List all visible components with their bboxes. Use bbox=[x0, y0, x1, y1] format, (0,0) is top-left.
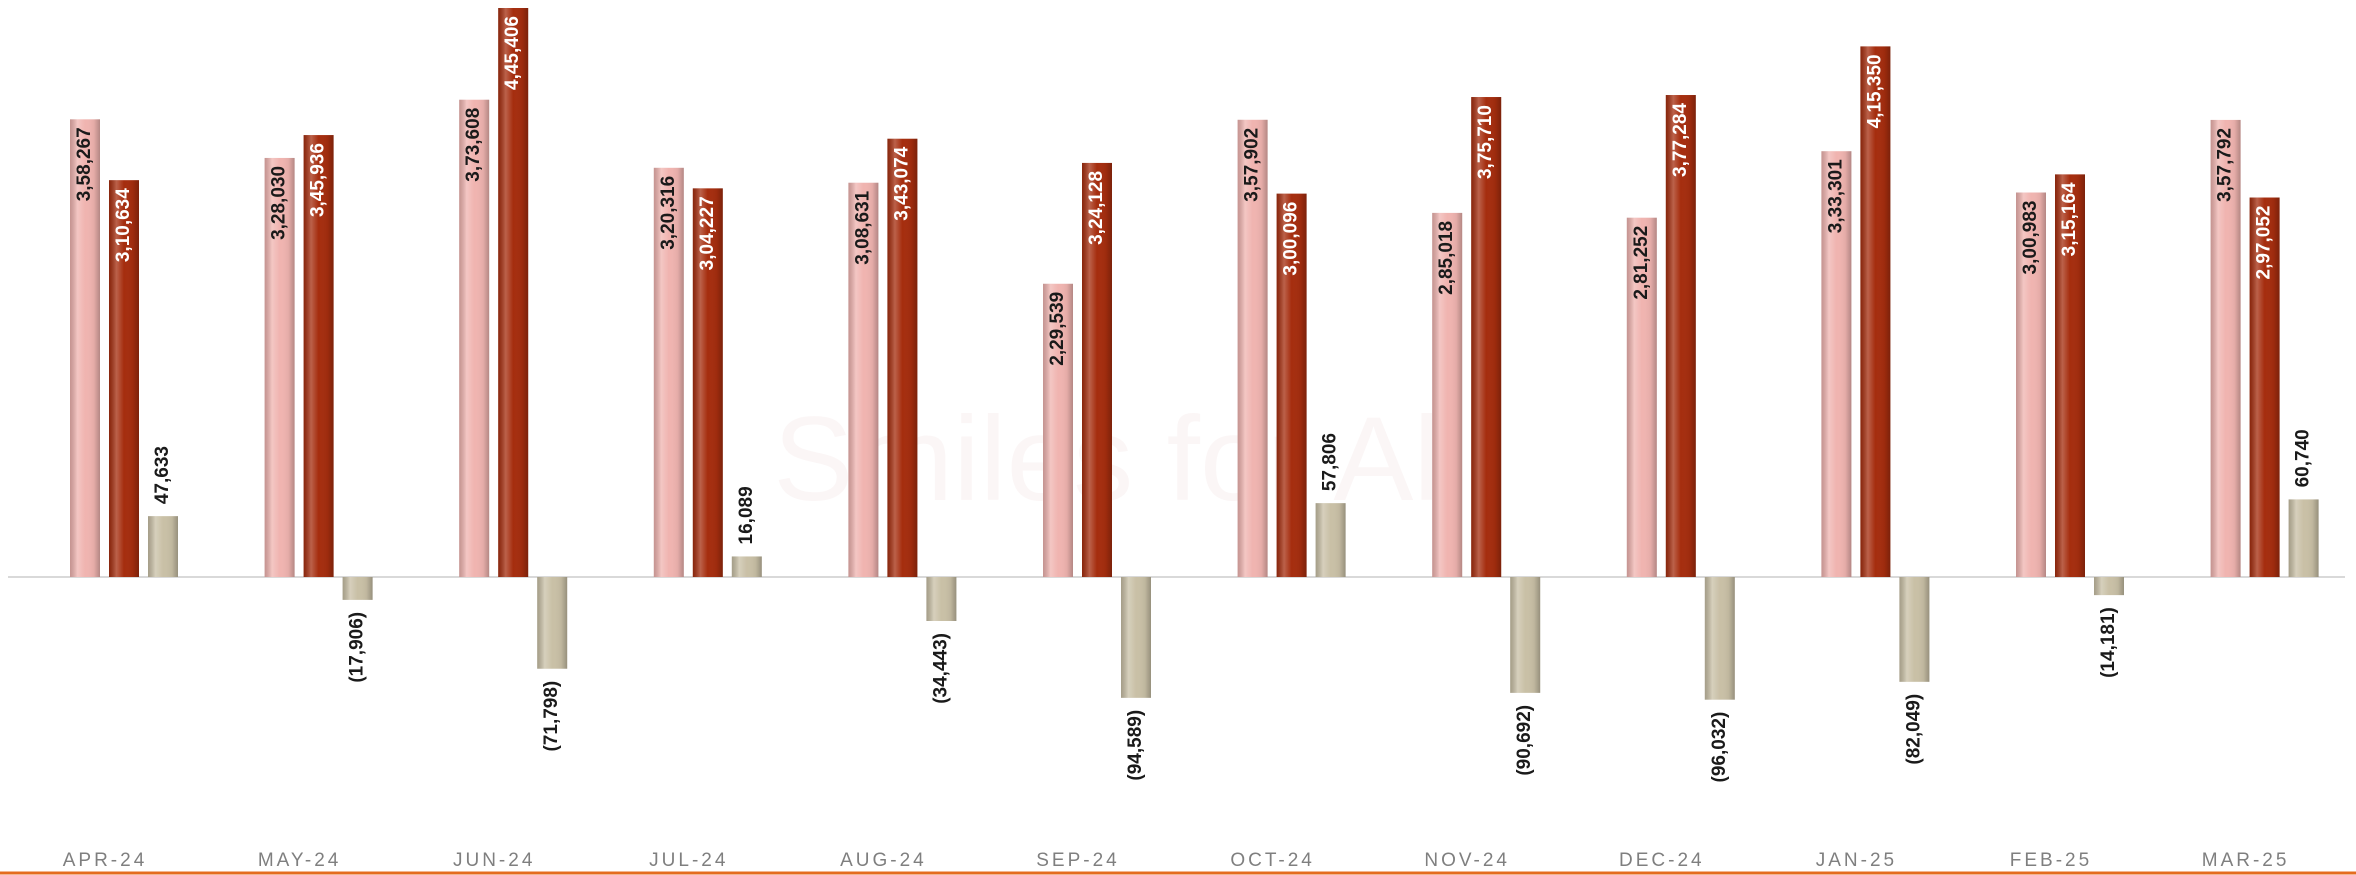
data-label: (94,589) bbox=[1125, 710, 1146, 781]
bar-shade bbox=[148, 516, 178, 577]
bar-shade bbox=[2288, 499, 2319, 577]
data-label: 3,04,227 bbox=[697, 196, 718, 270]
bar-shade bbox=[498, 8, 529, 577]
data-label: 2,29,539 bbox=[1047, 292, 1068, 366]
data-label: 3,43,074 bbox=[891, 146, 912, 220]
bar-shade bbox=[2016, 192, 2046, 577]
bar-shade bbox=[1276, 193, 1307, 577]
data-label: 60,740 bbox=[2293, 429, 2314, 487]
data-label: 3,77,284 bbox=[1670, 103, 1691, 177]
data-label: (82,049) bbox=[1903, 694, 1924, 765]
bar-shade bbox=[848, 182, 879, 578]
bar-shade bbox=[1237, 119, 1268, 577]
bar-shade bbox=[1082, 162, 1112, 577]
bar-shade bbox=[1821, 151, 1852, 577]
bar-shade bbox=[303, 135, 334, 578]
data-label: 3,08,631 bbox=[852, 190, 873, 264]
bar-shade bbox=[1899, 577, 1930, 682]
bar-shade bbox=[70, 119, 100, 578]
data-label: 3,57,792 bbox=[2215, 128, 2236, 202]
x-tick-label: AUG-24 bbox=[840, 850, 927, 871]
data-label: 3,28,030 bbox=[269, 166, 290, 240]
bar-shade bbox=[264, 157, 295, 577]
x-tick-label: FEB-25 bbox=[2010, 850, 2092, 871]
data-label: 2,85,018 bbox=[1436, 221, 1457, 295]
x-tick-label: APR-24 bbox=[63, 850, 148, 871]
bar-shade bbox=[1432, 212, 1463, 578]
x-tick-label: MAY-24 bbox=[258, 850, 341, 871]
data-label: 2,97,052 bbox=[2254, 206, 2275, 280]
bar-shade bbox=[1860, 46, 1891, 578]
data-label: 3,57,902 bbox=[1242, 128, 1263, 202]
data-label: 4,45,406 bbox=[502, 16, 523, 90]
bar-shade bbox=[1315, 503, 1346, 577]
data-label: 3,33,301 bbox=[1825, 159, 1846, 233]
data-label: 47,633 bbox=[152, 446, 173, 504]
x-tick-label: DEC-24 bbox=[1619, 850, 1705, 871]
x-tick-label: JUN-24 bbox=[453, 850, 535, 871]
bar-shade bbox=[537, 577, 568, 669]
data-label: (96,032) bbox=[1709, 712, 1730, 783]
data-label: 3,00,983 bbox=[2020, 200, 2041, 274]
bar-shade bbox=[731, 556, 762, 577]
x-tick-label: NOV-24 bbox=[1424, 850, 1510, 871]
bar-shade bbox=[1471, 97, 1502, 577]
data-label: (17,906) bbox=[347, 612, 368, 683]
data-label: 3,24,128 bbox=[1086, 171, 1107, 245]
bar-shade bbox=[459, 99, 490, 578]
data-label: (71,798) bbox=[541, 681, 562, 752]
bar-shade bbox=[653, 167, 684, 577]
data-label: 3,20,316 bbox=[658, 176, 679, 250]
bar-shade bbox=[1510, 577, 1541, 693]
data-label: 3,10,634 bbox=[113, 188, 134, 262]
bar-shade bbox=[2055, 174, 2085, 577]
x-tick-label: MAR-25 bbox=[2202, 850, 2290, 871]
bar-shade bbox=[1121, 577, 1151, 698]
data-label: 2,81,252 bbox=[1631, 226, 1652, 300]
x-tick-label: SEP-24 bbox=[1036, 850, 1119, 871]
bar-shade bbox=[692, 188, 723, 577]
data-label: 3,73,608 bbox=[463, 108, 484, 182]
data-label: (90,692) bbox=[1514, 705, 1535, 776]
x-tick-label: OCT-24 bbox=[1230, 850, 1315, 871]
bar-shade bbox=[887, 138, 918, 577]
bar-shade bbox=[1665, 95, 1696, 578]
data-label: 57,806 bbox=[1320, 433, 1341, 491]
bar-shade bbox=[1626, 217, 1657, 577]
data-label: 3,45,936 bbox=[308, 143, 329, 217]
data-label: 16,089 bbox=[736, 486, 757, 544]
bar-shade bbox=[2094, 577, 2124, 596]
x-tick-label: JAN-25 bbox=[1816, 850, 1897, 871]
data-label: 3,00,096 bbox=[1281, 202, 1302, 276]
bar-shade bbox=[342, 577, 373, 600]
data-label: 4,15,350 bbox=[1864, 54, 1885, 128]
bar-shade bbox=[926, 577, 957, 622]
x-tick-label: JUL-24 bbox=[649, 850, 728, 871]
bar-shade bbox=[2249, 197, 2280, 577]
data-label: 3,15,164 bbox=[2059, 182, 2080, 256]
data-label: 3,58,267 bbox=[74, 127, 95, 201]
bar-shade bbox=[109, 180, 139, 577]
bar-shade bbox=[2210, 119, 2241, 578]
data-label: (34,443) bbox=[930, 633, 951, 704]
data-label: (14,181) bbox=[2098, 607, 2119, 678]
bar-shade bbox=[1704, 577, 1735, 700]
bar-shade bbox=[1043, 283, 1073, 577]
data-label: 3,75,710 bbox=[1475, 105, 1496, 179]
